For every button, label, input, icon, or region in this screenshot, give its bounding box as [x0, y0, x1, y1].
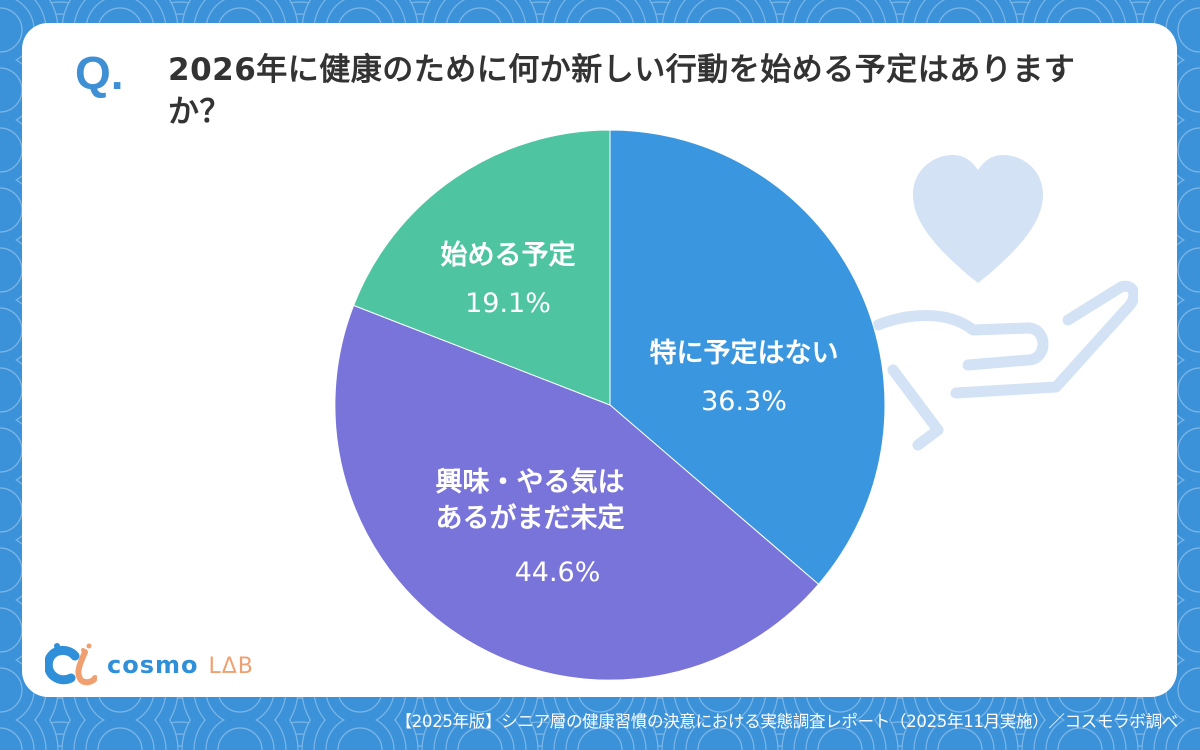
slice-label-no-plans: 特に予定はない 36.3% — [624, 336, 864, 420]
heart-hand-icon — [872, 155, 1138, 451]
cosmo-lab-logo: cosmo LΔB — [45, 640, 254, 690]
slice-name: 特に予定はない — [649, 338, 839, 369]
slice-percent: 36.3% — [701, 386, 787, 417]
question-title: 2026年に健康のために何か新しい行動を始める予定はありますか？ — [168, 52, 1076, 130]
slice-label-planning: 始める予定 19.1% — [418, 238, 598, 322]
slice-percent: 19.1% — [465, 288, 551, 319]
pie-slice-planning-to-start[interactable] — [352, 129, 611, 406]
logo-text-lab: LΔB — [208, 654, 254, 679]
slice-percent: 44.6% — [514, 557, 601, 588]
slice-name-line1: 興味・やる気は — [435, 467, 625, 498]
slice-name-line2: あるがまだ未定 — [435, 503, 625, 534]
pie-slice-undecided[interactable] — [334, 304, 820, 681]
slice-name: 始める予定 — [440, 240, 576, 271]
question-marker: Q. — [75, 47, 124, 99]
slice-label-undecided: 興味・やる気は あるがまだ未定 44.6% — [395, 465, 665, 591]
source-footnote: 【2025年版】シニア層の健康習慣の決意における実態調査レポート（2025年11… — [395, 712, 1179, 731]
pie-slice-no-plans[interactable] — [609, 129, 886, 586]
logo-text-cosmo: cosmo — [107, 651, 199, 679]
logo-mark-icon — [45, 643, 97, 686]
